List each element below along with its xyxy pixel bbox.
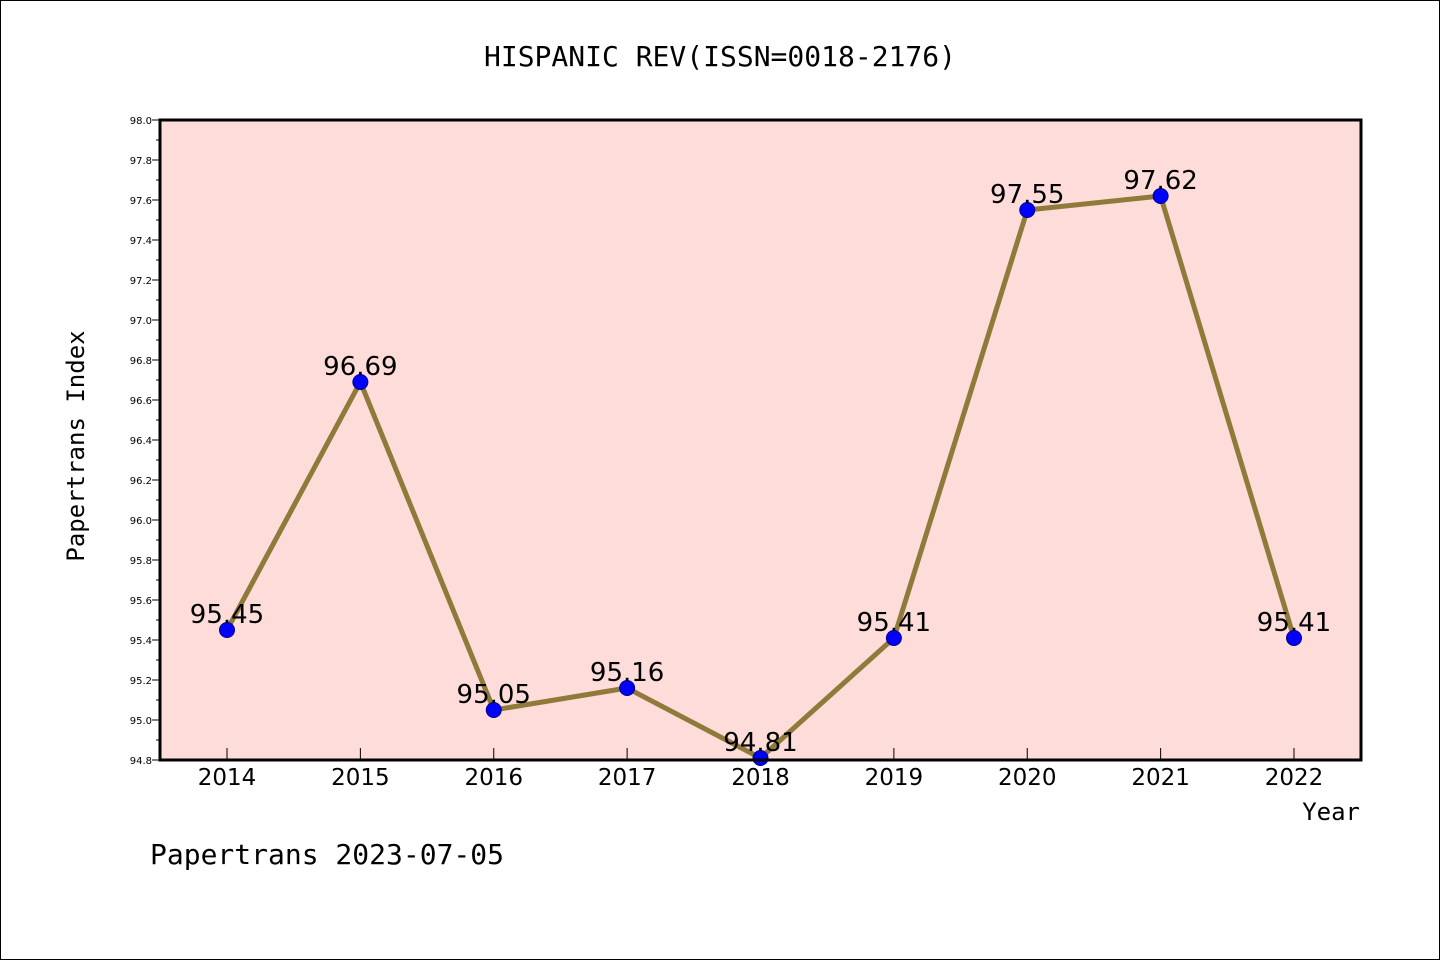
data-point-marker: [752, 750, 769, 766]
y-tick-label: 95.2: [130, 676, 152, 687]
y-axis-label: Papertrans Index: [62, 330, 90, 561]
y-tick-label: 96.8: [130, 356, 152, 367]
data-point-marker: [1152, 188, 1169, 204]
data-series: [219, 188, 1302, 766]
data-point-marker: [1019, 202, 1036, 218]
data-point-marker: [219, 622, 235, 638]
data-point-marker: [352, 374, 369, 390]
data-point-marker: [619, 680, 636, 696]
y-tick-label: 95.0: [130, 716, 152, 727]
data-point-marker: [885, 630, 902, 646]
data-label: 95.16: [590, 658, 664, 688]
y-tick-label: 96.4: [130, 436, 152, 447]
x-tick-label: 2021: [1131, 765, 1190, 791]
x-axis-ticks: 2014 2015 2016 2017 2018 2019 2020 2021 2022: [198, 748, 1324, 791]
x-tick-label: 2016: [464, 765, 523, 791]
y-tick-label: 96.2: [130, 476, 152, 487]
x-tick-label: 2020: [998, 765, 1057, 791]
data-point-marker: [485, 702, 502, 718]
y-tick-label: 96.6: [130, 396, 152, 407]
y-tick-label: 97.4: [130, 236, 152, 247]
x-axis-label: Year: [1302, 798, 1360, 826]
data-label: 94.81: [723, 728, 797, 758]
data-label: 95.41: [1257, 608, 1331, 638]
data-label: 97.62: [1123, 166, 1197, 196]
data-point-marker: [1286, 630, 1302, 646]
data-labels: 95.45 96.69 95.05 95.16 94.81 95.41 97.55 97.62…: [190, 166, 1331, 758]
plot-border: [158, 118, 1363, 762]
footer-date: Papertrans 2023-07-05: [150, 838, 504, 871]
y-tick-label: 96.0: [130, 516, 152, 527]
y-tick-label: 95.6: [130, 596, 152, 607]
y-tick-label: 97.2: [130, 276, 152, 287]
data-label: 95.05: [457, 680, 531, 710]
data-label: 95.41: [857, 608, 931, 638]
y-tick-label: 97.0: [130, 316, 152, 327]
y-tick-label: 95.4: [130, 636, 152, 647]
x-tick-label: 2017: [598, 765, 657, 791]
y-tick-label: 98.0: [130, 116, 152, 127]
x-tick-label: 2018: [731, 765, 790, 791]
x-tick-label: 2022: [1265, 765, 1324, 791]
y-tick-label: 94.8: [130, 756, 152, 767]
data-label: 97.55: [990, 180, 1064, 210]
x-tick-label: 2015: [331, 765, 390, 791]
data-label: 95.45: [190, 600, 264, 630]
x-tick-label: 2019: [865, 765, 924, 791]
y-tick-label: 95.8: [130, 556, 152, 567]
y-axis-ticks: 94.8 95.0 95.2 95.4 95.6 95.8 96.0 96.2 96.4 96.6…: [130, 116, 160, 767]
chart-title: HISPANIC REV(ISSN=0018-2176): [484, 40, 956, 73]
y-tick-label: 97.6: [130, 196, 152, 207]
y-tick-label: 97.8: [130, 156, 152, 167]
plot-area: [160, 120, 1361, 760]
x-tick-label: 2014: [198, 765, 257, 791]
data-label: 96.69: [323, 352, 397, 382]
